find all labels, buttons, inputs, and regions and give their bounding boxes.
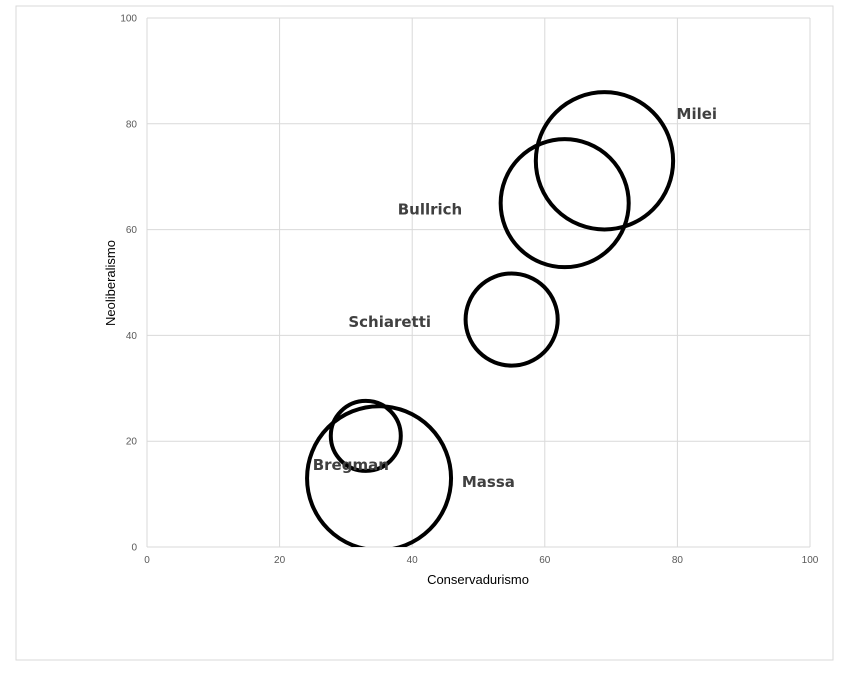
bubbles	[305, 90, 676, 547]
y-tick-label: 20	[126, 437, 138, 448]
x-tick-label: 20	[274, 555, 286, 566]
bubble-label: Schiaretti	[348, 313, 431, 331]
y-tick-label: 0	[131, 543, 137, 554]
x-tick-label: 100	[802, 555, 819, 566]
y-tick-label: 100	[120, 14, 137, 25]
bubble-label: Bregman	[313, 456, 389, 474]
y-tick-label: 80	[126, 119, 138, 130]
bubble-massa	[305, 404, 454, 547]
bubble-label: Bullrich	[398, 201, 463, 219]
x-tick-label: 0	[144, 555, 150, 566]
x-tick-label: 60	[539, 555, 551, 566]
y-tick-label: 40	[126, 331, 138, 342]
y-tick-label: 60	[126, 225, 138, 236]
bubble-label: Massa	[462, 473, 515, 491]
y-axis-title: Neoliberalismo	[103, 240, 118, 326]
x-tick-label: 40	[407, 555, 419, 566]
gridlines	[146, 17, 811, 548]
bubble-label: Milei	[677, 105, 718, 123]
bubble-schiaretti	[463, 271, 560, 368]
bubble-bregman	[328, 398, 403, 473]
bubble-bullrich	[498, 137, 631, 270]
chart-area-border	[15, 5, 834, 661]
x-axis-title: Conservadurismo	[427, 572, 529, 587]
bubble-milei	[533, 90, 676, 232]
bubble-labels: Milei Bullrich Schiaretti Massa Bregman	[313, 105, 717, 491]
tick-labels: 0 20 40 60 80 100 0 20 40 60 80 100	[120, 14, 818, 567]
x-tick-label: 80	[672, 555, 684, 566]
